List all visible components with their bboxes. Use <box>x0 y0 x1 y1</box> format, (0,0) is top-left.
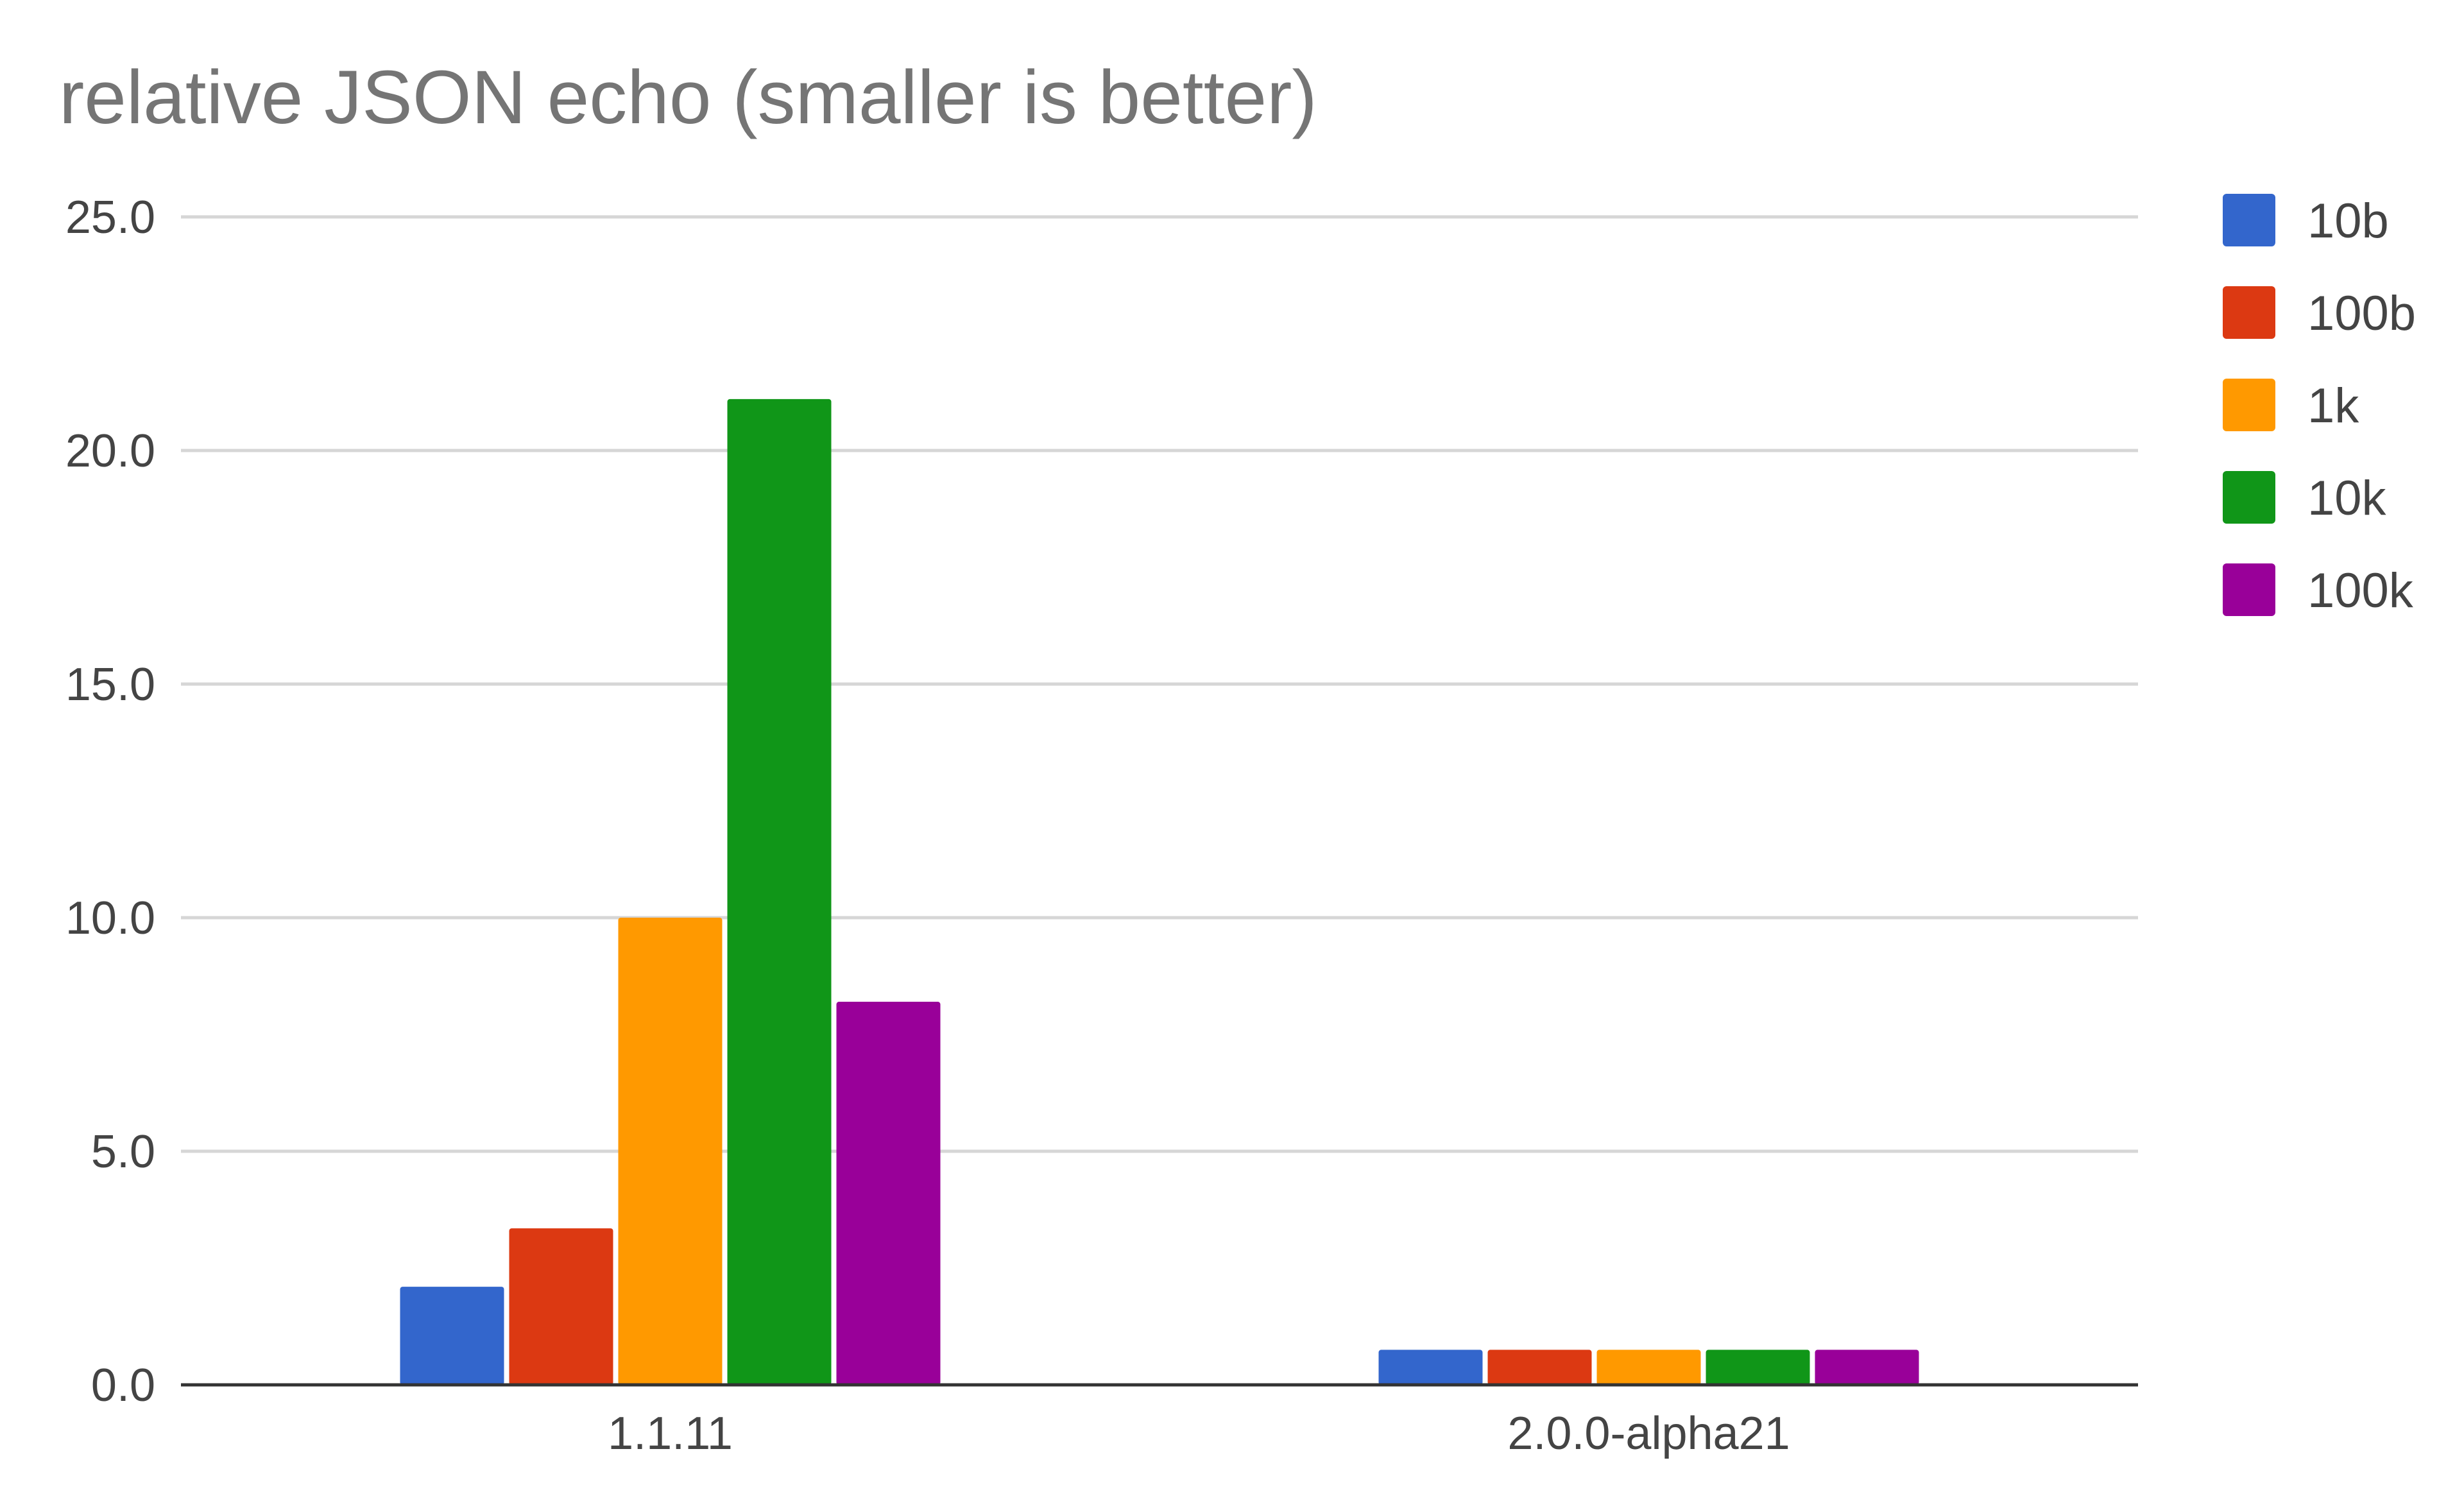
y-axis: 0.0 5.0 10.0 15.0 20.0 25.0 <box>65 192 155 1411</box>
bar-100b-1.1.11 <box>509 1228 613 1385</box>
bar-10b-1.1.11 <box>400 1287 504 1385</box>
y-tick-label: 0.0 <box>91 1360 155 1411</box>
legend-label: 100k <box>2307 563 2414 618</box>
bar-1k-1.1.11 <box>618 918 723 1385</box>
x-axis: 1.1.11 2.0.0-alpha21 <box>608 1408 1790 1459</box>
bar-10b-2.0.0-alpha21 <box>1378 1350 1483 1385</box>
legend-swatch-10k <box>2223 471 2275 524</box>
y-tick-label: 15.0 <box>65 659 155 710</box>
y-tick-label: 20.0 <box>65 425 155 477</box>
bars <box>400 399 1919 1385</box>
legend-label: 10k <box>2307 471 2387 526</box>
legend-swatch-1k <box>2223 379 2275 431</box>
legend-swatch-100k <box>2223 563 2275 616</box>
bar-10k-1.1.11 <box>727 399 832 1385</box>
gridlines <box>181 215 2138 1153</box>
y-tick-label: 5.0 <box>91 1126 155 1178</box>
bar-100b-2.0.0-alpha21 <box>1487 1350 1592 1385</box>
legend-label: 10b <box>2307 194 2389 248</box>
y-tick-label: 25.0 <box>65 192 155 243</box>
bar-100k-1.1.11 <box>836 1002 941 1385</box>
bar-100k-2.0.0-alpha21 <box>1815 1350 1919 1385</box>
y-tick-label: 10.0 <box>65 893 155 944</box>
legend-swatch-100b <box>2223 286 2275 339</box>
bar-10k-2.0.0-alpha21 <box>1706 1350 1810 1385</box>
legend-swatch-10b <box>2223 194 2275 246</box>
legend-label: 100b <box>2307 286 2416 341</box>
legend: 10b 100b 1k 10k 100k <box>2223 194 2416 618</box>
bar-1k-2.0.0-alpha21 <box>1596 1350 1701 1385</box>
x-tick-label: 2.0.0-alpha21 <box>1507 1408 1790 1459</box>
legend-label: 1k <box>2307 379 2359 433</box>
chart-title: relative JSON echo (smaller is better) <box>59 55 1317 140</box>
x-tick-label: 1.1.11 <box>608 1408 733 1459</box>
